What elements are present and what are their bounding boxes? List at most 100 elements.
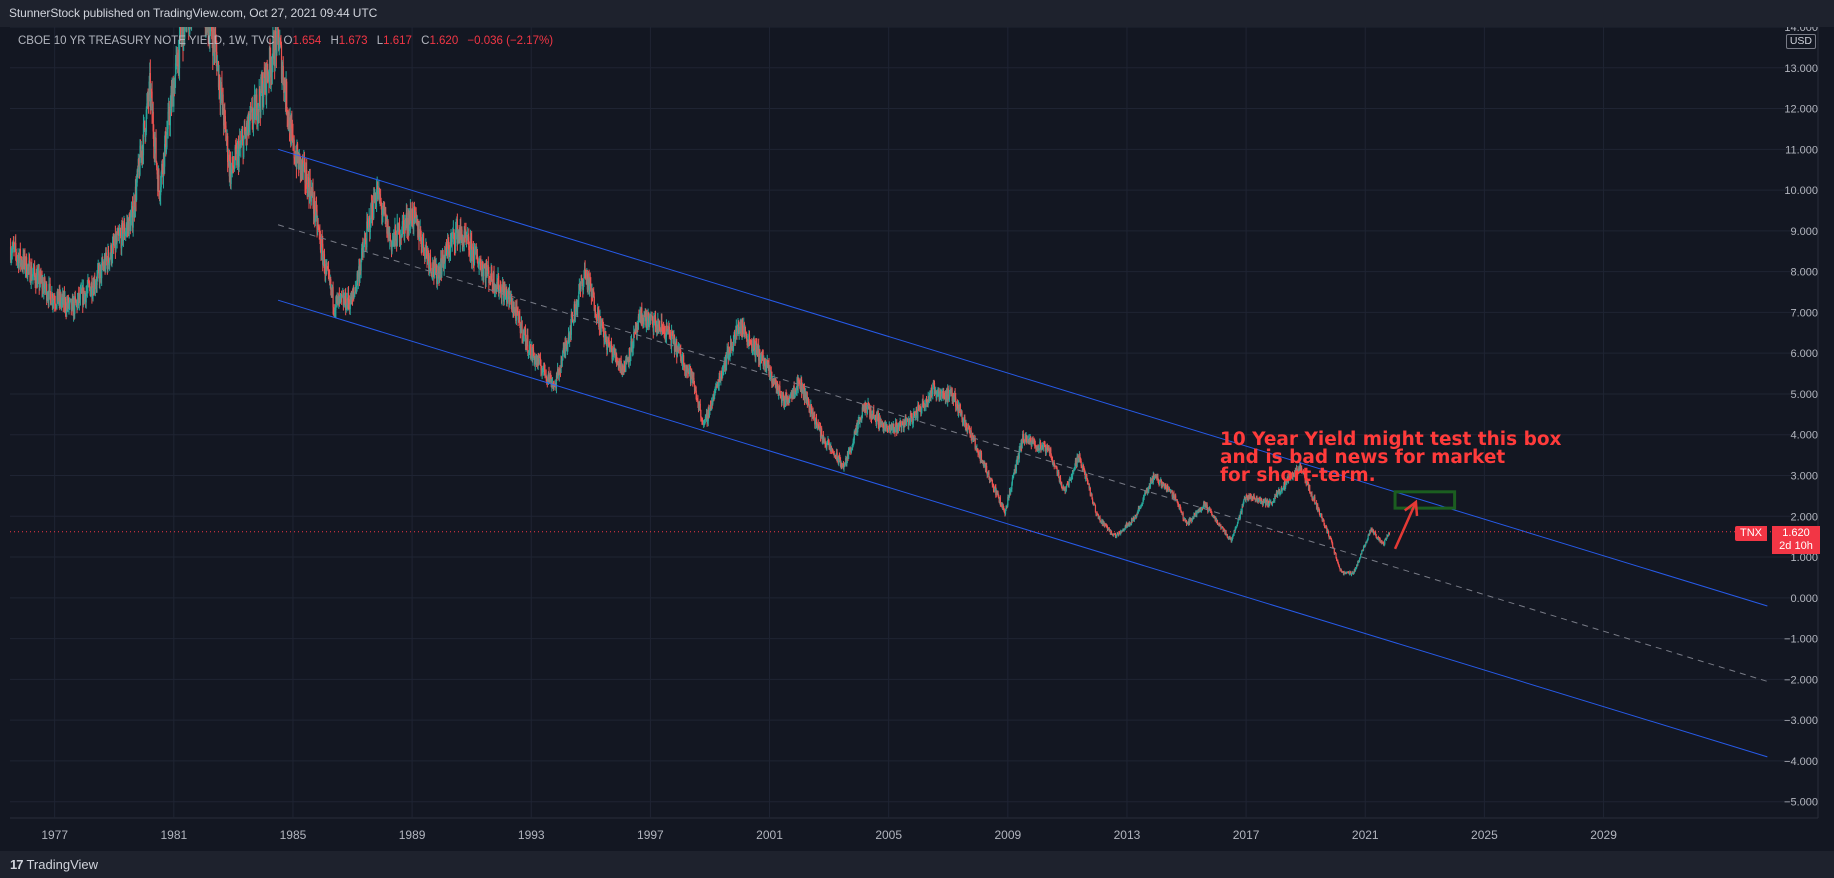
candle-body [583, 277, 585, 280]
annotation-line-2: and is bad news for market [1220, 447, 1506, 468]
candle-body [528, 351, 530, 354]
candle-body [765, 364, 767, 368]
candle-body [1252, 498, 1254, 500]
candle-body [160, 187, 162, 196]
candle-body [1073, 469, 1075, 472]
candle-body [168, 106, 170, 122]
candle-body [151, 91, 153, 114]
candle-body [1149, 479, 1152, 488]
candle-body [723, 365, 725, 372]
candle-body [153, 131, 155, 147]
candle-body [914, 413, 916, 418]
candle-body [420, 237, 422, 247]
candle-body [111, 244, 114, 259]
y-tick-label: 5.000 [1790, 389, 1818, 401]
candle-body [522, 335, 524, 340]
candle-body [457, 233, 459, 244]
candle-body [719, 376, 721, 379]
candle-body [572, 319, 574, 323]
candle-body [230, 169, 232, 185]
candle-body [577, 299, 579, 302]
candle-body [1050, 448, 1052, 457]
x-tick-label: 2001 [756, 828, 783, 842]
candle-body [1273, 500, 1275, 502]
y-tick-label: −1.000 [1784, 634, 1818, 646]
candle-body [217, 61, 220, 88]
candle-body [1083, 466, 1085, 470]
candle-body [691, 369, 693, 380]
candle-body [1105, 524, 1107, 526]
candle-body [247, 125, 249, 134]
candle-body [1282, 488, 1284, 490]
candle-body [1175, 495, 1177, 500]
candle-body [1314, 503, 1317, 505]
candle-body [806, 396, 808, 405]
candle-body [988, 472, 990, 477]
candle-body [1330, 538, 1332, 540]
candle-body [882, 424, 885, 432]
candle-body [1123, 529, 1125, 531]
candle-body [1197, 511, 1199, 513]
candle-body [538, 357, 540, 364]
candle-body [1231, 540, 1233, 542]
candle-body [776, 383, 779, 387]
candle-body [1255, 499, 1257, 501]
candle-body [673, 334, 676, 351]
candle-body [227, 136, 229, 163]
candle-body [1236, 524, 1238, 528]
candle-body [341, 294, 343, 298]
candle-body [473, 248, 476, 264]
candle-body [1375, 534, 1377, 538]
candle-body [291, 123, 293, 129]
candle-body [381, 205, 383, 215]
candle-body [705, 416, 707, 418]
candle-body [1022, 434, 1024, 442]
candle-body [984, 463, 986, 465]
candle-body [1279, 491, 1282, 494]
candle-body [932, 382, 934, 387]
candle-body [309, 178, 311, 194]
candle-body [823, 439, 825, 441]
candle-body [16, 257, 19, 260]
candle-body [181, 32, 183, 39]
candle-body [148, 81, 150, 102]
candle-body [1058, 471, 1060, 478]
candle-body [1027, 439, 1029, 442]
candle-body [244, 127, 246, 135]
price-chart[interactable]: 14.000 13.000 12.000 11.000 10.000 9.000 8.000… [0, 27, 1834, 851]
candle-body [354, 291, 356, 293]
candle-body [593, 291, 595, 297]
candle-body [216, 61, 218, 72]
candle-body [1306, 480, 1309, 484]
candle-body [1030, 438, 1032, 442]
candle-body [332, 286, 334, 308]
candle-body [60, 294, 62, 305]
candle-body [1120, 530, 1122, 534]
chart-frame[interactable]: 14.000 13.000 12.000 11.000 10.000 9.000 8.000… [0, 27, 1834, 851]
currency-badge[interactable]: USD [1785, 34, 1816, 49]
candle-body [912, 423, 914, 425]
candle-body [801, 379, 803, 393]
candle-body [88, 282, 90, 284]
candle-body [90, 289, 92, 296]
candle-body [570, 314, 572, 335]
candle-body [512, 304, 515, 313]
candle-body [661, 324, 664, 329]
candle-body [137, 159, 139, 172]
candle-body [798, 380, 800, 383]
y-tick-label: 1.000 [1790, 552, 1818, 564]
candle-body [310, 188, 312, 202]
candle-body [1263, 498, 1265, 503]
candle-body [240, 140, 243, 145]
candle-body [712, 396, 714, 404]
candle-body [1093, 503, 1095, 505]
tradingview-logo[interactable]: 17 TradingView [10, 857, 98, 872]
candle-body [615, 354, 618, 361]
candle-body [967, 427, 969, 429]
candle-body [960, 414, 962, 416]
candle-body [389, 234, 391, 241]
candle-body [891, 423, 893, 431]
candle-body [166, 129, 169, 134]
candle-body [238, 148, 240, 167]
candle-body [1355, 567, 1357, 569]
